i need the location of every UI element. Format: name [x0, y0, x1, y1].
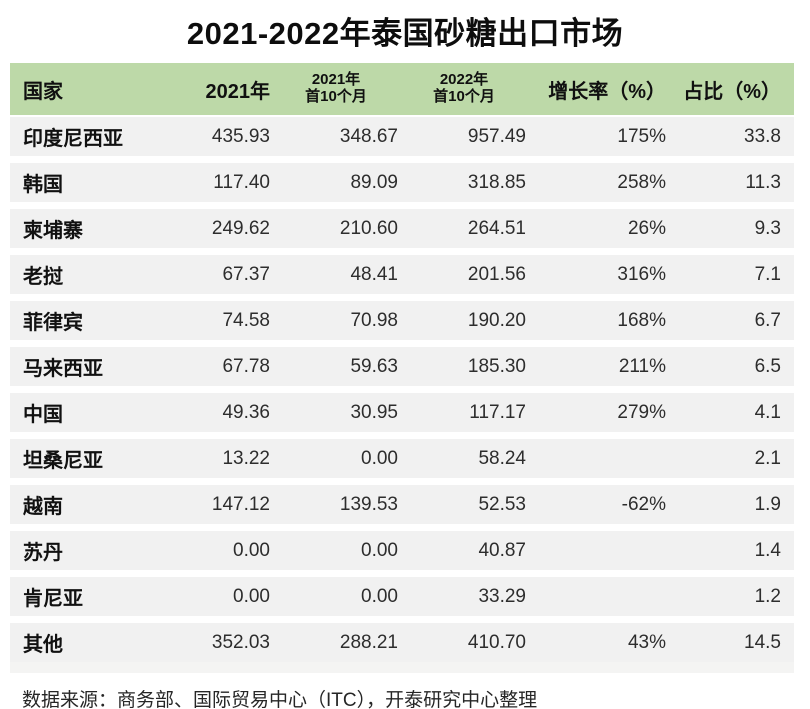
column-header-line2: 首10个月 — [305, 88, 367, 105]
data-source-note: 数据来源：商务部、国际贸易中心（ITC），开泰研究中心整理 — [22, 690, 538, 709]
share-cell: 14.5 — [744, 631, 781, 653]
growth-rate-cell: 258% — [617, 171, 666, 193]
growth-rate-cell: 168% — [617, 309, 666, 331]
table-row: 越南 147.12 139.53 52.53 -62% 1.9 — [10, 485, 794, 524]
growth-rate-cell: -62% — [621, 493, 666, 515]
value-2021-cell: 352.03 — [211, 631, 270, 653]
value-2021-cell: 67.78 — [222, 355, 270, 377]
value-2021-10m-cell: 70.98 — [350, 309, 398, 331]
value-2021-10m-cell: 348.67 — [339, 125, 398, 147]
column-header-share: 占比（%） — [683, 80, 781, 103]
share-cell: 6.7 — [754, 309, 781, 331]
table-row: 菲律宾 74.58 70.98 190.20 168% 6.7 — [10, 301, 794, 340]
column-header-2021-first-10-months: 2021年 首10个月 — [272, 71, 400, 106]
share-cell: 7.1 — [754, 263, 781, 285]
value-2021-cell: 249.62 — [211, 217, 270, 239]
value-2022-10m-cell: 190.20 — [467, 309, 526, 331]
growth-rate-cell: 279% — [617, 401, 666, 423]
value-2021-cell: 117.40 — [213, 171, 270, 193]
share-cell: 1.9 — [754, 493, 781, 515]
column-header-line2: 首10个月 — [433, 88, 495, 105]
table-row: 其他 352.03 288.21 410.70 43% 14.5 — [10, 623, 794, 662]
value-2022-10m-cell: 957.49 — [467, 125, 526, 147]
share-cell: 4.1 — [754, 401, 781, 423]
growth-rate-cell: 175% — [617, 125, 666, 147]
value-2022-10m-cell: 185.30 — [467, 355, 526, 377]
table-body: 印度尼西亚 435.93 348.67 957.49 175% 33.8 韩国 … — [10, 117, 794, 662]
column-header-2021: 2021年 — [205, 80, 271, 103]
table-row: 中国 49.36 30.95 117.17 279% 4.1 — [10, 393, 794, 432]
table-row: 马来西亚 67.78 59.63 185.30 211% 6.5 — [10, 347, 794, 386]
value-2022-10m-cell: 52.53 — [478, 493, 526, 515]
growth-rate-cell: 211% — [618, 355, 666, 377]
column-header-line1: 2021年 — [311, 71, 361, 89]
country-cell: 韩国 — [23, 174, 63, 196]
country-cell: 老挝 — [23, 266, 63, 288]
value-2021-10m-cell: 89.09 — [350, 171, 398, 193]
table-row: 柬埔寨 249.62 210.60 264.51 26% 9.3 — [10, 209, 794, 248]
share-cell: 1.2 — [754, 585, 781, 607]
value-2021-cell: 49.36 — [222, 401, 270, 423]
column-header-2022-first-10-months: 2022年 首10个月 — [400, 71, 528, 106]
country-cell: 中国 — [23, 404, 63, 426]
value-2022-10m-cell: 318.85 — [467, 171, 526, 193]
country-cell: 其他 — [23, 634, 63, 656]
share-cell: 6.5 — [754, 355, 781, 377]
country-cell: 印度尼西亚 — [23, 128, 123, 150]
country-cell: 马来西亚 — [23, 358, 103, 380]
column-header-growth-rate: 增长率（%） — [548, 80, 666, 103]
value-2022-10m-cell: 58.24 — [478, 447, 526, 469]
table-row: 韩国 117.40 89.09 318.85 258% 11.3 — [10, 163, 794, 202]
country-cell: 肯尼亚 — [23, 588, 83, 610]
growth-rate-cell: 316% — [617, 263, 666, 285]
value-2021-cell: 0.00 — [233, 585, 270, 607]
table-row: 苏丹 0.00 0.00 40.87 1.4 — [10, 531, 794, 570]
share-cell: 33.8 — [744, 125, 781, 147]
value-2021-cell: 435.93 — [211, 125, 270, 147]
value-2021-10m-cell: 0.00 — [361, 585, 398, 607]
column-header-country: 国家 — [23, 80, 63, 103]
country-cell: 苏丹 — [23, 542, 63, 564]
value-2021-10m-cell: 139.53 — [339, 493, 398, 515]
growth-rate-cell: 26% — [627, 217, 666, 239]
table-header-row: 国家 2021年 2021年 首10个月 2022年 首10个月 增长率（%） … — [10, 63, 794, 115]
share-cell: 11.3 — [745, 171, 781, 193]
country-cell: 越南 — [23, 496, 63, 518]
table-row: 印度尼西亚 435.93 348.67 957.49 175% 33.8 — [10, 117, 794, 156]
value-2022-10m-cell: 201.56 — [467, 263, 526, 285]
export-market-table: 国家 2021年 2021年 首10个月 2022年 首10个月 增长率（%） … — [10, 63, 794, 673]
value-2021-10m-cell: 30.95 — [350, 401, 398, 423]
value-2022-10m-cell: 410.70 — [467, 631, 526, 653]
value-2021-10m-cell: 59.63 — [350, 355, 398, 377]
value-2021-10m-cell: 288.21 — [339, 631, 398, 653]
value-2022-10m-cell: 264.51 — [467, 217, 526, 239]
value-2021-10m-cell: 0.00 — [361, 447, 398, 469]
country-cell: 菲律宾 — [23, 312, 83, 334]
value-2021-cell: 147.12 — [211, 493, 270, 515]
share-cell: 9.3 — [754, 217, 781, 239]
share-cell: 1.4 — [754, 539, 781, 561]
column-header-line1: 2022年 — [439, 71, 489, 89]
country-cell: 坦桑尼亚 — [23, 450, 103, 472]
growth-rate-cell: 43% — [627, 631, 666, 653]
value-2021-cell: 0.00 — [233, 539, 270, 561]
table-bottom-strip — [10, 662, 794, 673]
value-2022-10m-cell: 40.87 — [478, 539, 526, 561]
country-cell: 柬埔寨 — [23, 220, 83, 242]
table-row: 肯尼亚 0.00 0.00 33.29 1.2 — [10, 577, 794, 616]
value-2021-cell: 13.22 — [222, 447, 270, 469]
table-row: 老挝 67.37 48.41 201.56 316% 7.1 — [10, 255, 794, 294]
value-2021-cell: 67.37 — [222, 263, 270, 285]
value-2022-10m-cell: 117.17 — [469, 401, 526, 423]
value-2021-10m-cell: 210.60 — [339, 217, 398, 239]
value-2021-cell: 74.58 — [222, 309, 270, 331]
value-2022-10m-cell: 33.29 — [478, 585, 526, 607]
table-row: 坦桑尼亚 13.22 0.00 58.24 2.1 — [10, 439, 794, 478]
value-2021-10m-cell: 0.00 — [361, 539, 398, 561]
share-cell: 2.1 — [754, 447, 781, 469]
page-title: 2021-2022年泰国砂糖出口市场 — [186, 16, 624, 51]
value-2021-10m-cell: 48.41 — [350, 263, 398, 285]
